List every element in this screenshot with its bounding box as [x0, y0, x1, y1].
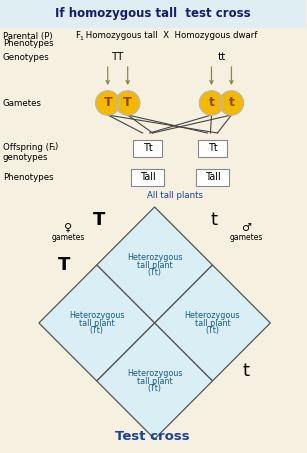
Text: tall plant: tall plant — [195, 318, 230, 328]
Text: tall plant: tall plant — [137, 260, 173, 270]
Text: Test cross: Test cross — [115, 429, 190, 443]
Text: (Tt): (Tt) — [148, 384, 161, 392]
Text: (Tt): (Tt) — [90, 326, 104, 334]
Text: Tall: Tall — [204, 172, 220, 182]
Text: genotypes: genotypes — [3, 153, 49, 162]
FancyBboxPatch shape — [198, 140, 227, 156]
Circle shape — [220, 91, 243, 115]
FancyBboxPatch shape — [196, 169, 229, 185]
Text: 1: 1 — [51, 146, 55, 151]
Text: T: T — [93, 211, 105, 229]
FancyBboxPatch shape — [131, 169, 164, 185]
Text: Gametes: Gametes — [3, 98, 42, 107]
Text: tall plant: tall plant — [79, 318, 115, 328]
Text: gametes: gametes — [230, 233, 263, 242]
Text: T: T — [103, 96, 112, 110]
Polygon shape — [155, 265, 270, 381]
Text: t: t — [211, 211, 218, 229]
Text: Genotypes: Genotypes — [3, 53, 50, 62]
Text: ♂: ♂ — [241, 223, 251, 233]
Text: ): ) — [54, 143, 57, 151]
Text: ♀: ♀ — [64, 223, 72, 233]
Text: Heterozygous: Heterozygous — [127, 254, 182, 262]
Circle shape — [200, 91, 223, 115]
Text: T: T — [123, 96, 132, 110]
Text: Parental (P): Parental (P) — [3, 32, 52, 40]
Text: Tt: Tt — [143, 143, 153, 153]
Text: (Tt): (Tt) — [205, 326, 220, 334]
Circle shape — [116, 91, 140, 115]
Text: gametes: gametes — [51, 233, 84, 242]
Text: Offspring (F: Offspring (F — [3, 143, 54, 151]
Text: Heterozygous: Heterozygous — [69, 312, 125, 321]
Polygon shape — [97, 323, 212, 439]
Text: If homozygous tall  test cross: If homozygous tall test cross — [55, 8, 251, 20]
Text: (Tt): (Tt) — [148, 268, 161, 276]
Text: tall plant: tall plant — [137, 376, 173, 386]
Text: All tall plants: All tall plants — [146, 192, 203, 201]
Text: Heterozygous: Heterozygous — [185, 312, 240, 321]
Text: Tall: Tall — [140, 172, 156, 182]
Polygon shape — [39, 265, 155, 381]
Text: T: T — [58, 256, 70, 274]
Text: Tt: Tt — [208, 143, 217, 153]
Text: TT: TT — [111, 52, 124, 62]
Text: t: t — [243, 362, 250, 380]
Text: Homozygous tall  X  Homozygous dwarf: Homozygous tall X Homozygous dwarf — [83, 32, 257, 40]
Text: t: t — [208, 96, 214, 110]
Text: 1: 1 — [80, 36, 84, 41]
Text: t: t — [228, 96, 234, 110]
Text: F: F — [75, 32, 80, 40]
FancyBboxPatch shape — [0, 0, 306, 28]
Text: Phenotypes: Phenotypes — [3, 39, 54, 48]
Text: Phenotypes: Phenotypes — [3, 173, 54, 182]
Text: tt: tt — [217, 52, 226, 62]
FancyBboxPatch shape — [133, 140, 162, 156]
Polygon shape — [97, 207, 212, 323]
Text: Heterozygous: Heterozygous — [127, 370, 182, 379]
Circle shape — [96, 91, 120, 115]
